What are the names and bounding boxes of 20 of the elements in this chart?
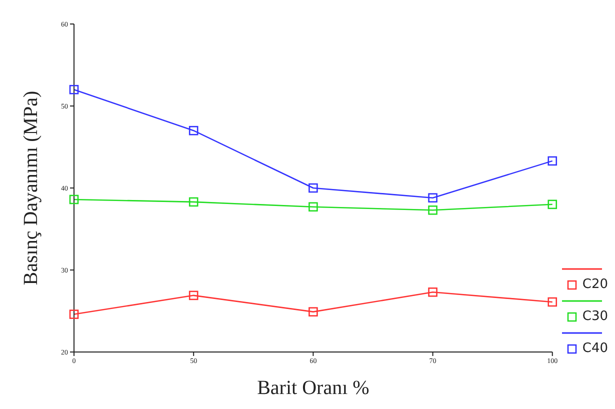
point — [428, 193, 438, 202]
y-axis-title: Basınç Dayanımı (MPa) — [20, 90, 42, 286]
point — [308, 183, 318, 193]
legend-label: C30 — [582, 309, 608, 324]
point — [69, 310, 79, 319]
point — [308, 307, 318, 316]
x-axis-title: Barit Oranı % — [257, 377, 370, 399]
point — [188, 126, 198, 136]
point — [428, 287, 438, 297]
point — [428, 205, 438, 215]
point — [548, 200, 558, 210]
point — [69, 194, 79, 204]
legend-label: C40 — [582, 341, 608, 356]
point — [188, 290, 198, 300]
point — [548, 297, 558, 307]
point — [69, 84, 79, 94]
point — [548, 156, 558, 166]
point — [188, 197, 198, 207]
point — [308, 202, 318, 212]
legend-label: C20 — [582, 277, 608, 292]
